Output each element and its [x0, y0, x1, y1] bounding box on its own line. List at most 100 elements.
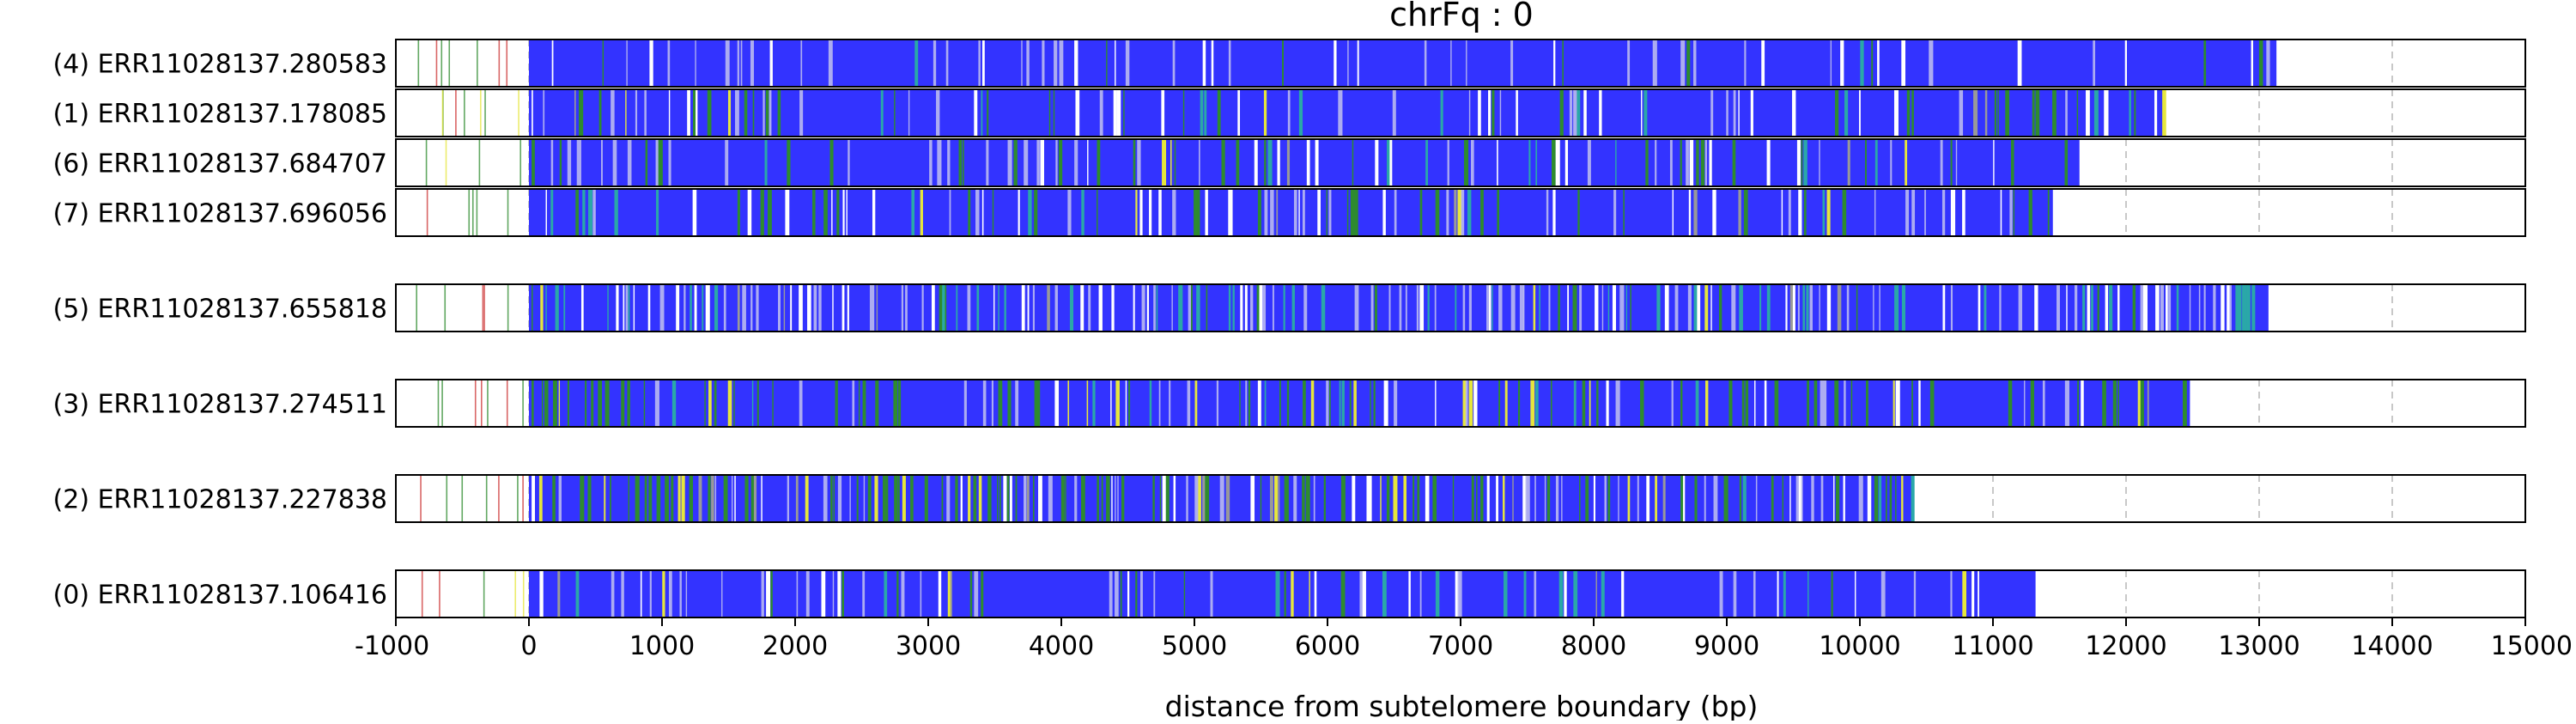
variant-mark [813, 284, 817, 332]
variant-mark [1625, 284, 1628, 332]
variant-mark [1006, 475, 1010, 522]
variant-mark [1200, 89, 1204, 137]
variant-mark [2142, 284, 2148, 332]
variant-mark [1512, 475, 1514, 522]
variant-mark [725, 139, 729, 186]
variant-mark [1548, 284, 1551, 332]
variant-mark [714, 380, 717, 427]
variant-mark [1248, 380, 1251, 427]
read-rows: (4) ERR11028137.280583 (1) ERR11028137.17… [53, 39, 2526, 618]
variant-mark [2198, 284, 2201, 332]
variant-mark [614, 189, 618, 236]
variant-mark [1577, 189, 1580, 236]
variant-mark [2075, 284, 2078, 332]
variant-mark [689, 475, 694, 522]
variant-mark [1738, 189, 1741, 236]
variant-mark [872, 189, 876, 236]
variant-mark [974, 89, 978, 137]
variant-mark [2251, 40, 2254, 87]
variant-mark [1850, 380, 1853, 427]
variant-mark [929, 139, 933, 186]
telomere-block [529, 139, 2080, 186]
variant-mark [1197, 189, 1200, 236]
variant-mark [1254, 139, 1258, 186]
variant-mark [2140, 380, 2144, 427]
variant-mark [1781, 189, 1783, 236]
x-tick-label: 8000 [1561, 631, 1626, 661]
variant-mark [708, 380, 712, 427]
x-axis: -1000 0 1000 2000 3000 4000 5000 6000 7000 8000 90… [355, 618, 2573, 661]
variant-mark [616, 284, 619, 332]
variant-mark [875, 380, 879, 427]
variant-mark [559, 139, 562, 186]
variant-mark [807, 284, 811, 332]
variant-mark [625, 89, 627, 137]
variant-mark [1844, 380, 1846, 427]
variant-mark [1284, 475, 1289, 522]
variant-mark [698, 475, 702, 522]
variant-mark [1353, 380, 1357, 427]
variant-mark [737, 189, 740, 236]
variant-mark [1613, 189, 1617, 236]
variant-mark [1047, 284, 1050, 332]
variant-mark [833, 475, 835, 522]
variant-mark [1026, 475, 1030, 522]
variant-mark [862, 570, 866, 618]
variant-mark [1889, 475, 1893, 522]
variant-mark [2266, 40, 2270, 87]
variant-mark [2032, 89, 2035, 137]
variant-mark [1264, 139, 1267, 186]
variant-mark [2091, 284, 2093, 332]
variant-mark [1462, 284, 1466, 332]
variant-mark [1074, 475, 1078, 522]
variant-mark [897, 380, 902, 427]
variant-mark [1777, 570, 1779, 618]
variant-mark [580, 475, 585, 522]
variant-mark [1819, 139, 1820, 186]
variant-mark [1510, 40, 1514, 87]
variant-mark [981, 89, 983, 137]
variant-mark [1350, 189, 1355, 236]
variant-mark [1032, 475, 1035, 522]
variant-mark [737, 40, 739, 87]
variant-mark [1577, 89, 1581, 137]
variant-mark [1901, 284, 1906, 332]
variant-mark [770, 570, 773, 618]
variant-mark [2147, 380, 2149, 427]
variant-mark [1473, 380, 1478, 427]
variant-mark [1259, 284, 1263, 332]
variant-mark [498, 40, 501, 87]
variant-mark [1306, 139, 1310, 186]
variant-mark [764, 139, 768, 186]
variant-mark [799, 89, 804, 137]
variant-mark [1349, 380, 1352, 427]
variant-mark [997, 475, 999, 522]
variant-mark [1488, 89, 1492, 137]
variant-mark [1546, 475, 1551, 522]
variant-mark [2227, 284, 2230, 332]
variant-mark [1471, 139, 1474, 186]
variant-mark [1156, 284, 1158, 332]
variant-mark [522, 380, 524, 427]
variant-mark [1004, 284, 1006, 332]
variant-mark [690, 284, 692, 332]
variant-mark [1276, 189, 1279, 236]
variant-mark [1178, 284, 1183, 332]
variant-mark [2105, 284, 2109, 332]
variant-mark [591, 380, 594, 427]
variant-mark [987, 89, 989, 137]
variant-mark [1417, 475, 1420, 522]
variant-mark [476, 189, 478, 236]
variant-mark [914, 40, 919, 87]
variant-mark [1567, 284, 1570, 332]
variant-mark [832, 570, 835, 618]
variant-mark [1480, 189, 1484, 236]
variant-mark [1080, 284, 1084, 332]
variant-mark [799, 284, 803, 332]
variant-mark [1486, 475, 1490, 522]
variant-mark [1579, 475, 1581, 522]
variant-mark [1615, 380, 1620, 427]
variant-mark [1962, 189, 1965, 236]
row-label: (7) ERR11028137.696056 [53, 199, 387, 229]
variant-mark [601, 139, 603, 186]
